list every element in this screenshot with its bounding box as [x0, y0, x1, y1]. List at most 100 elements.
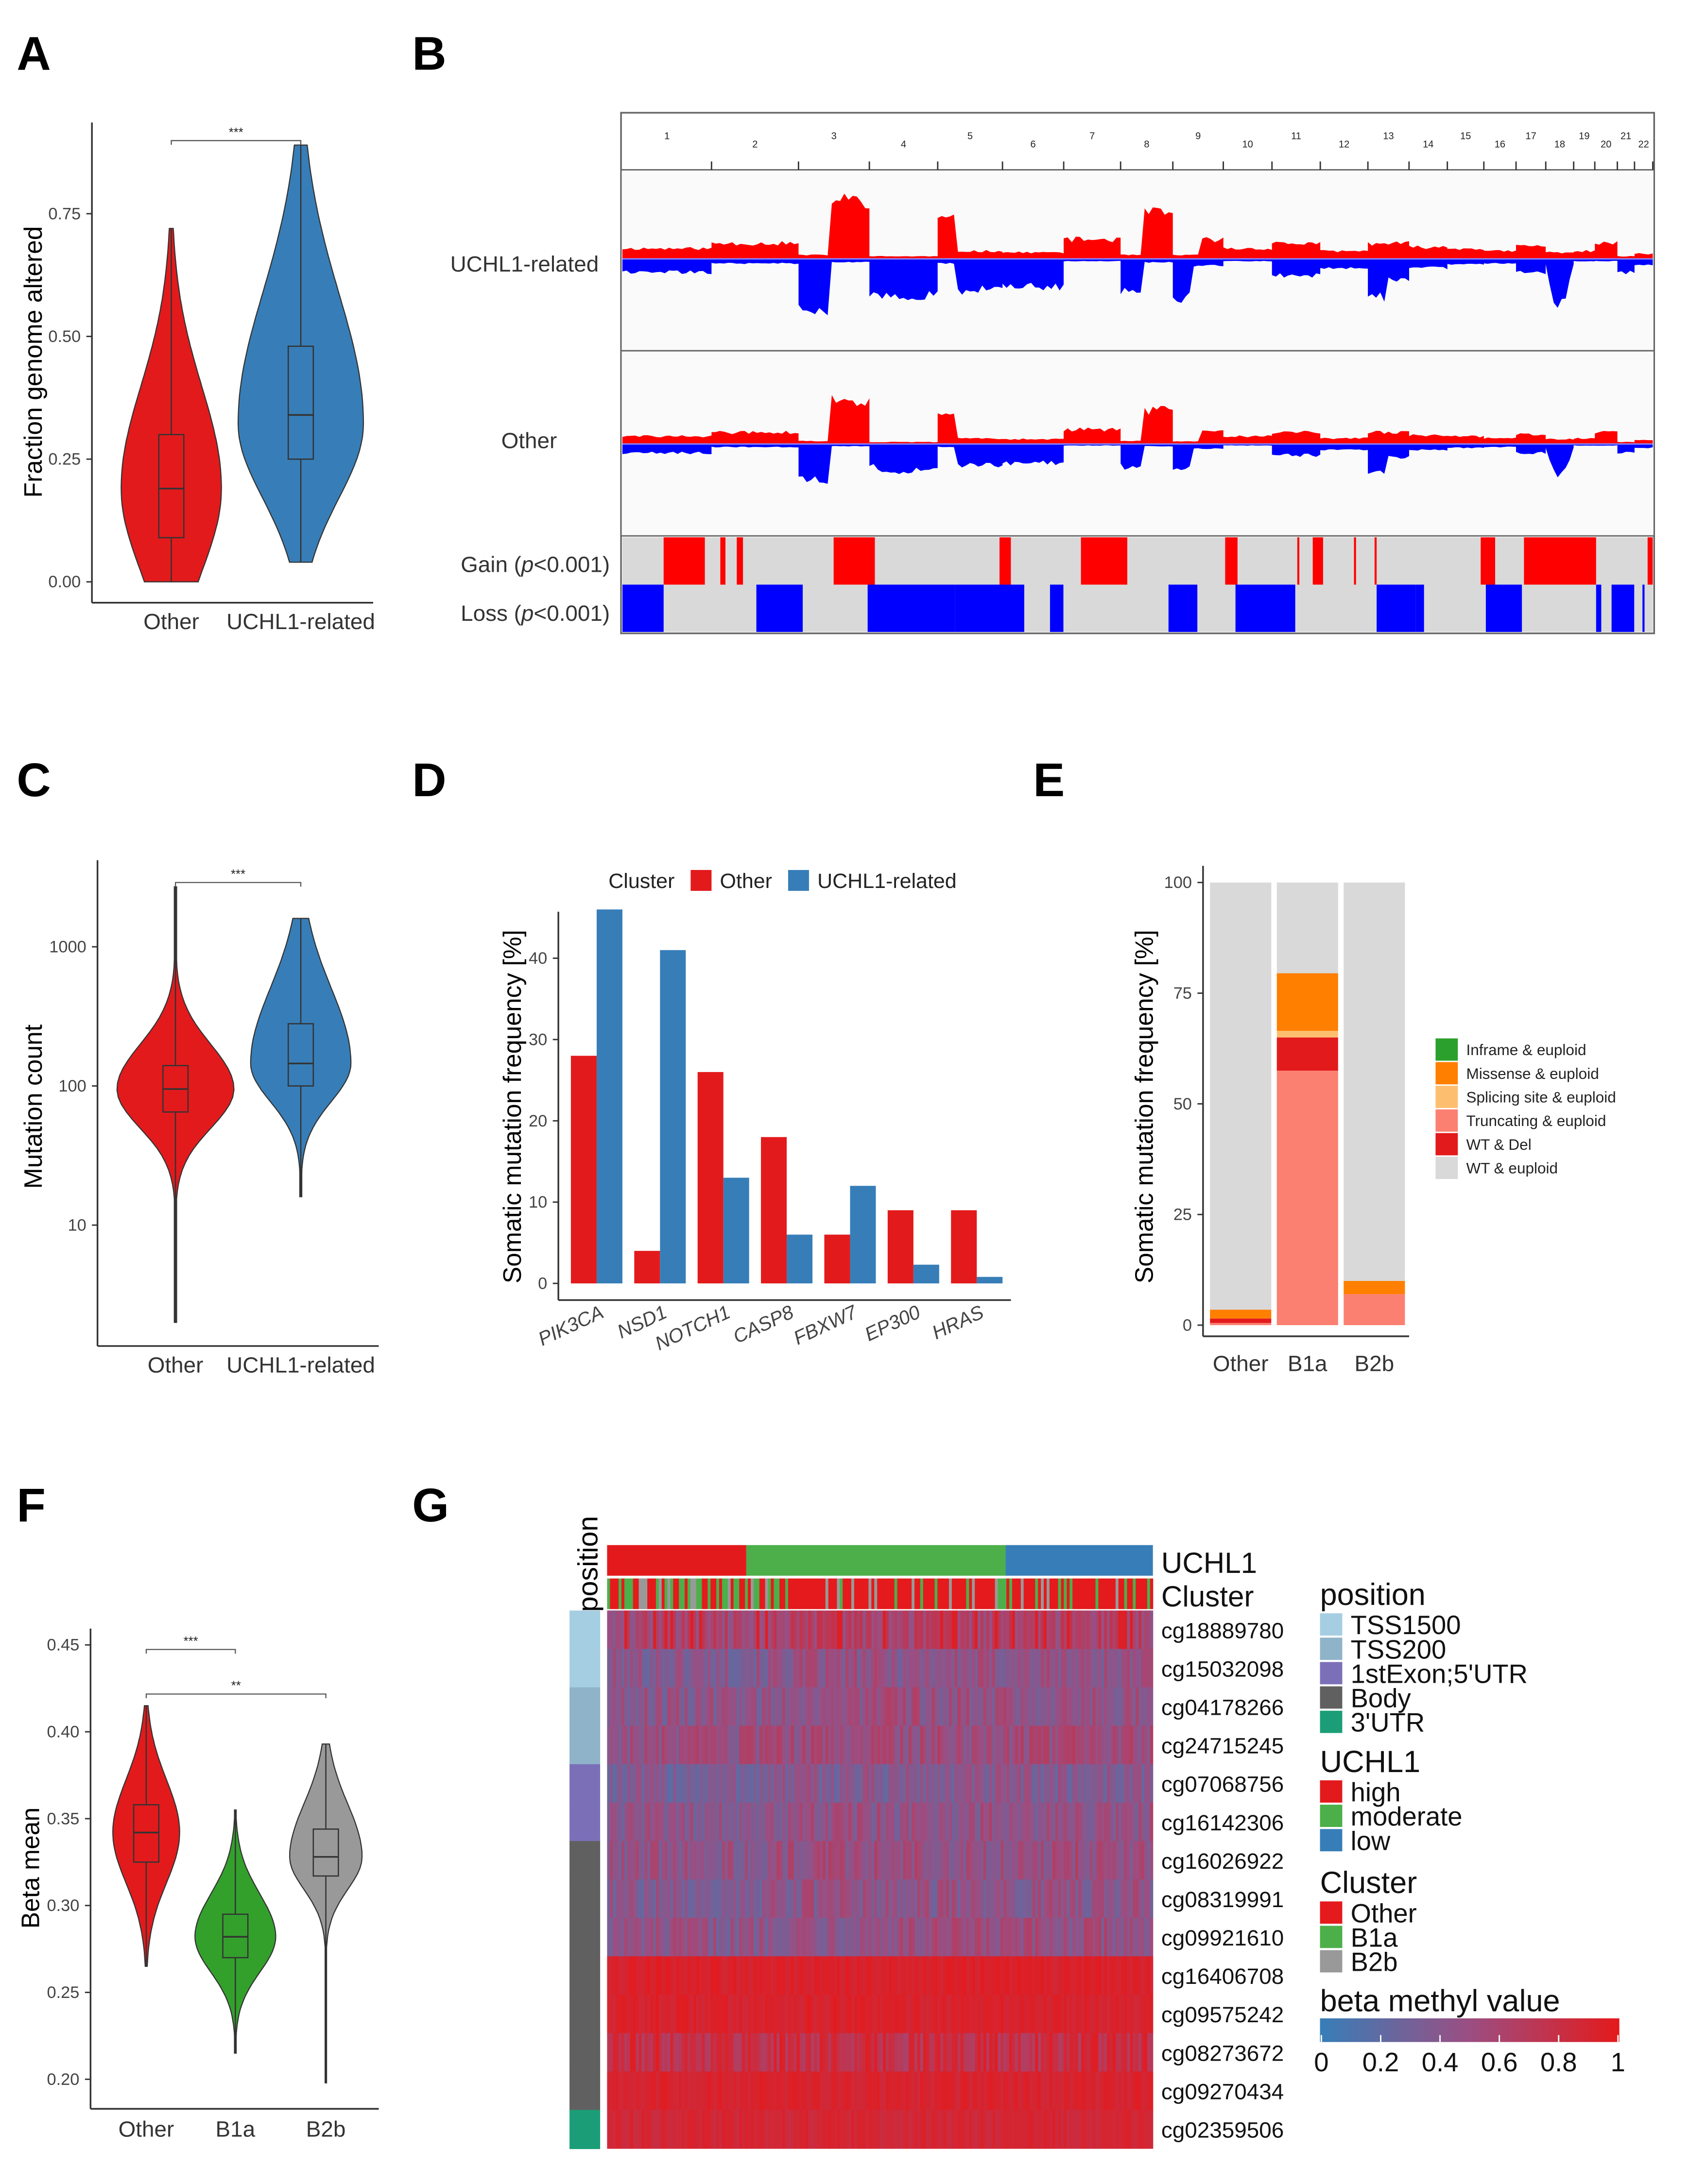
- panel-d-ytick-label: 40: [529, 949, 547, 968]
- panel-g-heat-cell: [616, 1802, 619, 1842]
- panel-g-heat-cell: [978, 1841, 981, 1880]
- panel-g-heat-cell: [995, 2110, 999, 2149]
- panel-g-heat-cell: [679, 1802, 682, 1842]
- panel-g-heat-cell: [655, 1879, 659, 1918]
- panel-g-heat-cell: [975, 1687, 978, 1726]
- panel-g-heat-cell: [610, 1687, 613, 1726]
- panel-g-heat-cell: [811, 1879, 814, 1918]
- panel-g-heat-cell: [865, 1649, 869, 1688]
- panel-g-heat-cell: [1029, 2033, 1033, 2072]
- panel-g-heat-cell: [1038, 1649, 1041, 1688]
- panel-g-heat-cell: [940, 1841, 944, 1880]
- panel-g-heat-cell: [802, 2033, 806, 2072]
- panel-g-heat-cell: [865, 2071, 869, 2111]
- panel-g-legend-beta-tick-label: 1: [1611, 2048, 1625, 2077]
- panel-g-heat-cell: [653, 1764, 656, 1803]
- panel-g-heat-cell: [831, 1956, 835, 1996]
- panel-g-heat-cell: [644, 1879, 648, 1918]
- panel-g-heat-cell: [793, 1687, 797, 1726]
- panel-g-heat-cell: [1081, 1956, 1085, 1996]
- panel-g-heat-cell: [1041, 1687, 1044, 1726]
- panel-g-heat-cell: [633, 1995, 637, 2034]
- panel-g-heat-cell: [914, 1841, 918, 1880]
- panel-g-heat-cell: [851, 1918, 855, 1957]
- panel-g-position-title: position: [572, 1516, 603, 1612]
- panel-g-cluster-annot-cell: [679, 1578, 682, 1609]
- panel-g-heat-cell: [914, 1610, 918, 1650]
- panel-g-heat-cell: [644, 2071, 648, 2111]
- panel-g-cluster-annot-cell: [937, 1578, 941, 1609]
- panel-g-heat-cell: [1052, 1764, 1056, 1803]
- panel-g-heat-cell: [1015, 1610, 1018, 1650]
- panel-g-heat-cell: [661, 1610, 665, 1650]
- panel-g-heat-cell: [730, 1610, 734, 1650]
- panel-g-heat-cell: [1038, 1764, 1041, 1803]
- panel-g-heat-cell: [793, 1802, 797, 1842]
- panel-g-heat-cell: [1041, 1802, 1044, 1842]
- panel-g-heat-cell: [1130, 1841, 1133, 1880]
- panel-g-heat-cell: [1081, 2071, 1085, 2111]
- panel-g-heat-cell: [868, 1802, 872, 1842]
- panel-g-heat-cell: [1133, 1841, 1136, 1880]
- panel-g-heat-cell: [644, 2110, 648, 2149]
- panel-g-heat-cell: [900, 1725, 903, 1765]
- panel-g-heat-cell: [1023, 1995, 1027, 2034]
- panel-g-legend-position-key-4: [1320, 1710, 1343, 1733]
- panel-g-heat-cell: [1000, 2110, 1004, 2149]
- panel-g-heat-cell: [1035, 1879, 1038, 1918]
- panel-g-cluster-annot-cell: [1144, 1578, 1148, 1609]
- panel-g-heat-cell: [877, 2071, 880, 2111]
- panel-g-cluster-annot-cell: [854, 1578, 858, 1609]
- panel-g-heat-cell: [906, 2033, 909, 2072]
- panel-g-heat-cell: [909, 1687, 912, 1726]
- panel-g-heat-cell: [1064, 1649, 1067, 1688]
- panel-g-heat-cell: [762, 1879, 766, 1918]
- panel-g-heat-cell: [667, 2110, 671, 2149]
- panel-g-heat-cell: [808, 1802, 811, 1842]
- panel-g-cluster-annot-cell: [1086, 1578, 1090, 1609]
- panel-g-heat-cell: [931, 2071, 935, 2111]
- panel-g-heat-cell: [667, 1687, 671, 1726]
- panel-g-heat-cell: [655, 1649, 659, 1688]
- panel-g-heat-cell: [759, 1649, 763, 1688]
- panel-g-heat-cell: [1147, 1879, 1151, 1918]
- panel-g-heat-cell: [822, 1918, 826, 1957]
- panel-g-heat-cell: [969, 1687, 972, 1726]
- panel-g-heat-cell: [1136, 1879, 1139, 1918]
- panel-g-heat-cell: [1055, 1879, 1059, 1918]
- panel-g-heat-cell: [1026, 1764, 1030, 1803]
- panel-g-heat-cell: [710, 1995, 714, 2034]
- panel-g-heat-cell: [995, 1764, 999, 1803]
- panel-g-heat-cell: [776, 1802, 780, 1842]
- panel-g-heat-cell: [894, 1802, 898, 1842]
- panel-g-heat-cell: [679, 1764, 682, 1803]
- panel-g-heat-cell: [957, 1995, 961, 2034]
- panel-e-legend-label: Inframe & euploid: [1466, 1041, 1586, 1058]
- panel-g-heat-cell: [1035, 1841, 1038, 1880]
- panel-g-heat-cell: [992, 2110, 996, 2149]
- panel-e-seg-b2b-missense-euploid: [1344, 1280, 1405, 1295]
- panel-g-heat-cell: [1069, 2033, 1073, 2072]
- panel-g-heat-cell: [1064, 1841, 1067, 1880]
- panel-g-heat-cell: [969, 2071, 972, 2111]
- panel-g-heat-cell: [903, 1879, 906, 1918]
- panel-g-heat-cell: [624, 1918, 628, 1957]
- panel-g-heat-cell: [1055, 1956, 1059, 1996]
- panel-g-cluster-annot-cell: [776, 1578, 780, 1609]
- panel-g-heat-cell: [785, 1918, 789, 1957]
- panel-g-heat-cell: [650, 1610, 654, 1650]
- panel-g-heat-cell: [1095, 1841, 1099, 1880]
- panel-g-heat-cell: [765, 1610, 769, 1650]
- panel-g-heat-cell: [837, 1956, 840, 1996]
- panel-g-heat-cell: [860, 2071, 863, 2111]
- panel-g-heat-cell: [998, 1995, 1001, 2034]
- panel-g-heat-cell: [937, 2110, 941, 2149]
- panel-g-heat-cell: [1089, 1610, 1093, 1650]
- panel-b-loss-seg-0: [622, 584, 664, 632]
- panel-g-heat-cell: [857, 1956, 861, 1996]
- panel-g-heat-cell: [822, 1687, 826, 1726]
- panel-g-heat-cell: [989, 1610, 993, 1650]
- panel-g-heat-cell: [1015, 1802, 1018, 1842]
- panel-g-cluster-annot-cell: [1017, 1578, 1021, 1609]
- panel-g-heat-cell: [710, 1649, 714, 1688]
